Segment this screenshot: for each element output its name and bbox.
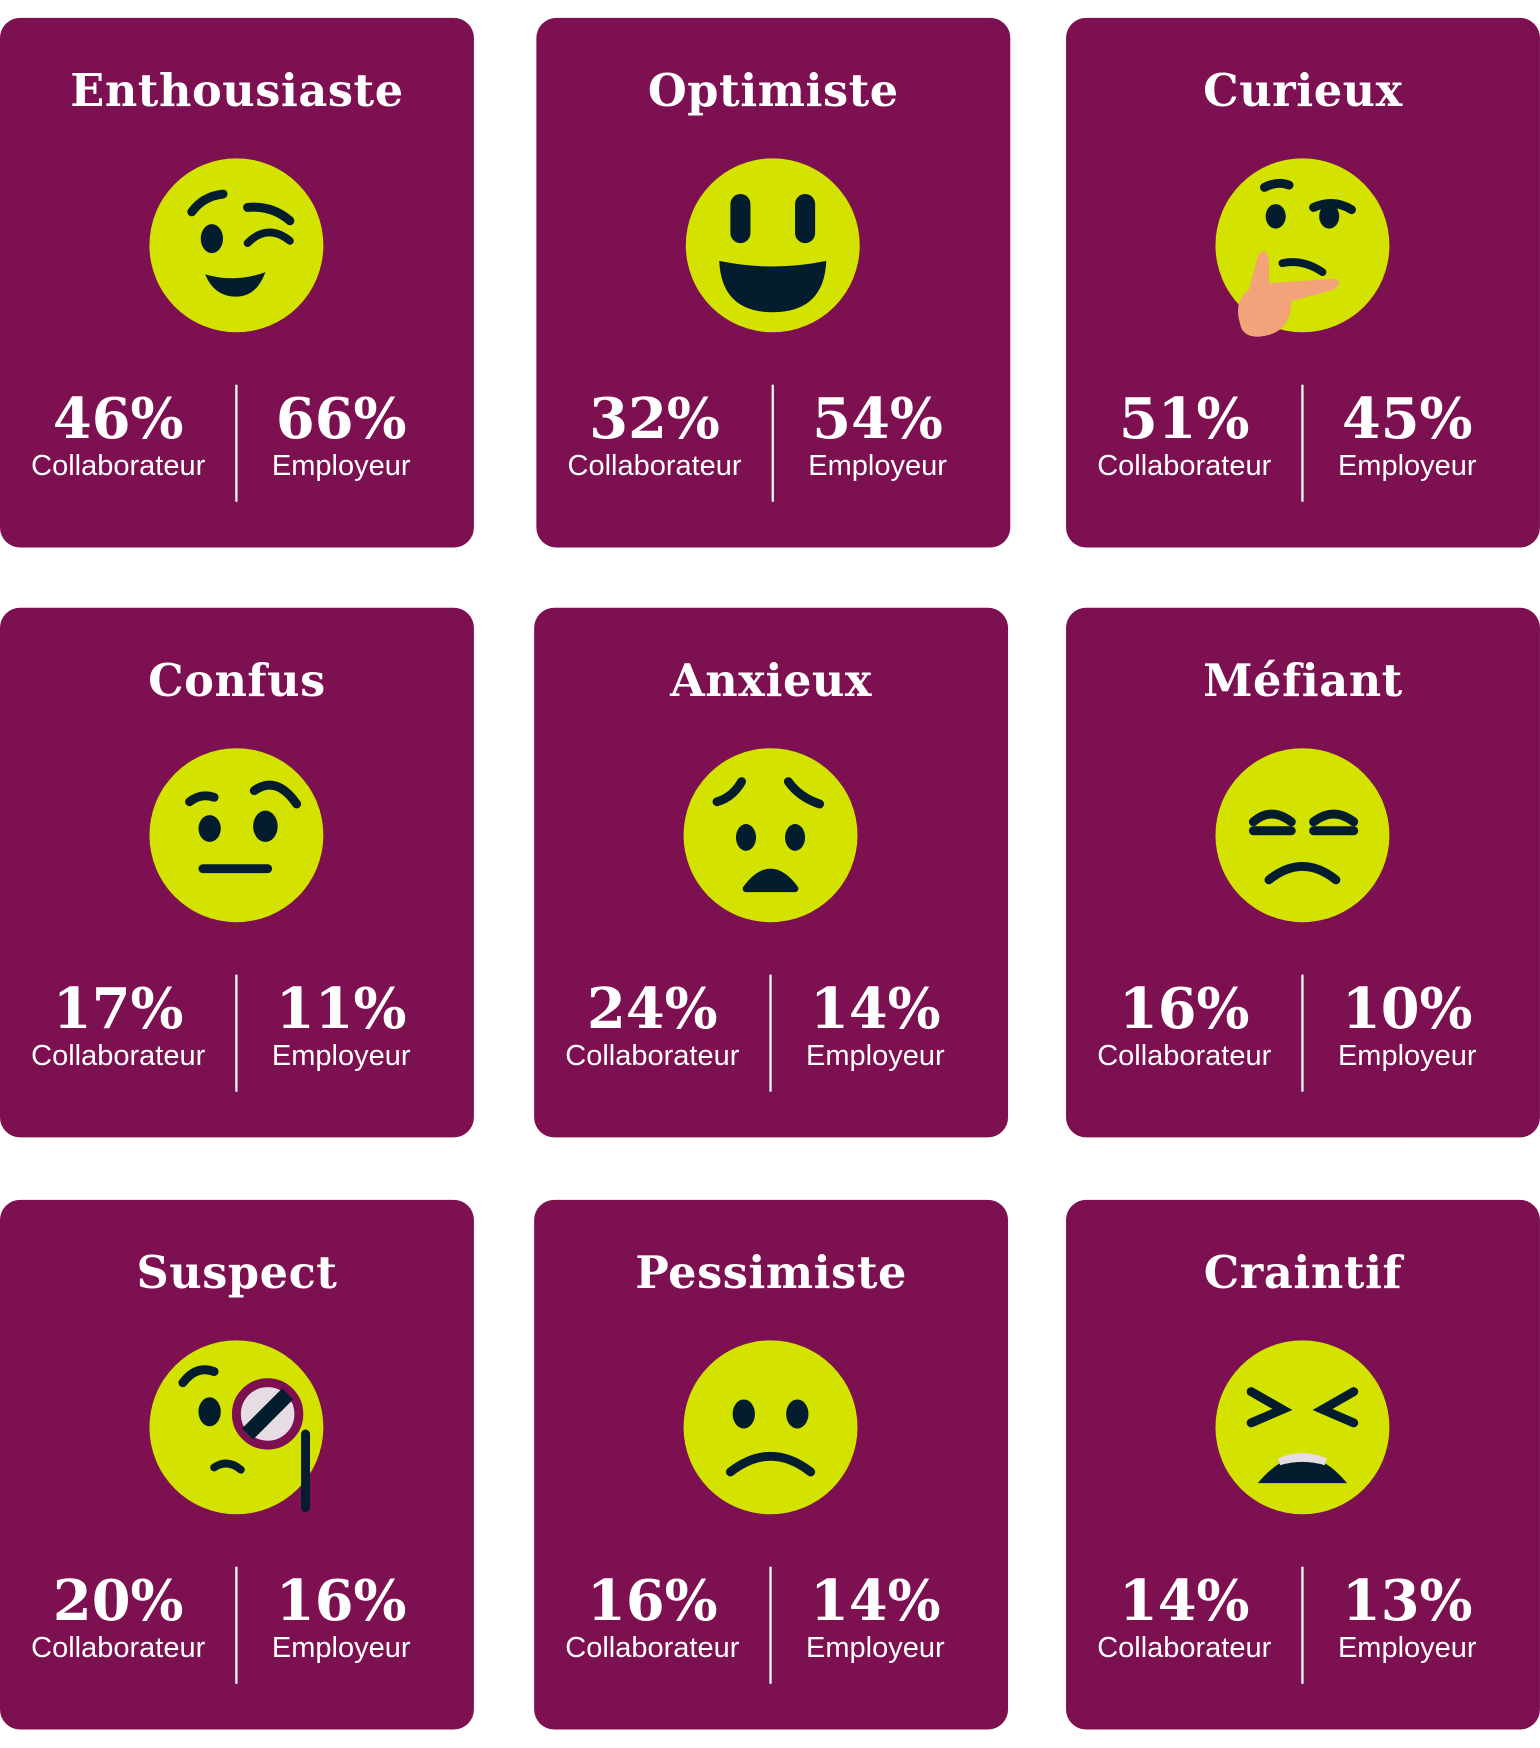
collaborateur-stat: 32% Collaborateur [536,386,772,482]
employeur-stat: 14% Employeur [772,976,979,1072]
emotion-title: Enthousiaste [70,64,404,118]
collaborateur-percent: 51% [1118,385,1250,452]
employeur-stat: 10% Employeur [1304,976,1511,1072]
employeur-label: Employeur [271,1630,411,1664]
emotion-card: Confus 17% Collaborateur 11% Employeur [0,607,474,1138]
emotion-title: Méfiant [1203,654,1403,707]
divider [1301,384,1304,502]
divider [235,974,238,1092]
emotion-title: Curieux [1203,64,1403,118]
emotion-title: Suspect [136,1246,338,1300]
frowning-face-icon [683,1340,858,1515]
employeur-stat: 11% Employeur [238,976,445,1072]
divider [235,384,238,502]
collaborateur-stat: 46% Collaborateur [0,386,236,482]
emotion-card: Enthousiaste 46% Collaborateur 66% Employe… [0,17,474,548]
employeur-percent: 14% [810,975,941,1042]
collaborateur-stat: 16% Collaborateur [534,1568,770,1664]
grinning-face-icon [685,158,860,333]
divider [235,1566,238,1684]
collaborateur-percent: 16% [1118,975,1250,1042]
employeur-percent: 45% [1341,385,1473,452]
tired-face-icon [1215,1340,1390,1515]
employeur-label: Employeur [1337,1630,1477,1664]
collaborateur-stat: 14% Collaborateur [1066,1568,1302,1664]
collaborateur-stat: 16% Collaborateur [1066,976,1302,1072]
collaborateur-label: Collaborateur [565,1630,740,1664]
collaborateur-label: Collaborateur [31,1038,206,1072]
employeur-label: Employeur [806,1630,945,1664]
collaborateur-label: Collaborateur [567,448,742,482]
employeur-stat: 66% Employeur [238,386,445,482]
employeur-percent: 14% [810,1567,941,1634]
collaborateur-label: Collaborateur [1097,1038,1272,1072]
emotion-card: Curieux 51% Collaborateur 45% Employeur [1066,17,1540,548]
collaborateur-percent: 46% [52,385,184,452]
collaborateur-percent: 14% [1118,1567,1250,1634]
emotion-title: Optimiste [647,64,899,118]
employeur-label: Employeur [271,1038,411,1072]
collaborateur-label: Collaborateur [565,1038,740,1072]
winking-face-icon [149,158,324,333]
employeur-label: Employeur [1337,448,1477,482]
employeur-stat: 54% Employeur [774,386,981,482]
emotion-title: Pessimiste [635,1246,907,1300]
collaborateur-stat: 17% Collaborateur [0,976,236,1072]
emotion-card: Craintif 14% Collaborateur 13% Employeur [1066,1199,1540,1730]
collaborateur-label: Collaborateur [31,1630,206,1664]
divider [769,974,772,1092]
employeur-stat: 16% Employeur [238,1568,445,1664]
collaborateur-percent: 24% [587,975,718,1042]
emotion-card: Suspect 20% Collaborateur 16% Employeur [0,1199,474,1730]
emotion-title: Anxieux [670,654,873,707]
employeur-percent: 54% [812,385,943,452]
emotion-card: Anxieux 24% Collaborateur 14% Employeur [534,607,1009,1138]
employeur-percent: 16% [275,1567,407,1634]
emotion-title: Confus [148,654,326,707]
employeur-percent: 66% [275,385,407,452]
emotion-title: Craintif [1203,1246,1403,1300]
divider [771,384,774,502]
worried-face-icon [683,748,858,923]
collaborateur-label: Collaborateur [31,448,206,482]
collaborateur-label: Collaborateur [1097,1630,1272,1664]
employeur-label: Employeur [271,448,411,482]
collaborateur-percent: 17% [52,975,184,1042]
raised-eyebrow-face-icon [149,748,324,923]
thinking-face-icon [1215,158,1390,337]
emotion-card: Pessimiste 16% Collaborateur 14% Employeur [534,1199,1009,1730]
employeur-stat: 13% Employeur [1304,1568,1511,1664]
emotion-card: Méfiant 16% Collaborateur 10% Employeur [1066,607,1540,1138]
employeur-label: Employeur [1337,1038,1477,1072]
unamused-face-icon [1215,748,1390,923]
collaborateur-stat: 24% Collaborateur [534,976,770,1072]
employeur-stat: 45% Employeur [1304,386,1511,482]
collaborateur-percent: 32% [589,385,720,452]
employeur-label: Employeur [808,448,947,482]
divider [1301,974,1304,1092]
emotion-card: Optimiste 32% Collaborateur 54% Employeur [536,17,1011,548]
divider [769,1566,772,1684]
employeur-percent: 10% [1341,975,1473,1042]
employeur-percent: 13% [1341,1567,1473,1634]
collaborateur-percent: 16% [587,1567,718,1634]
collaborateur-stat: 20% Collaborateur [0,1568,236,1664]
collaborateur-stat: 51% Collaborateur [1066,386,1302,482]
divider [1301,1566,1304,1684]
employeur-percent: 11% [275,975,407,1042]
collaborateur-percent: 20% [52,1567,184,1634]
monocle-face-icon [149,1340,324,1515]
employeur-label: Employeur [806,1038,945,1072]
employeur-stat: 14% Employeur [772,1568,979,1664]
collaborateur-label: Collaborateur [1097,448,1272,482]
